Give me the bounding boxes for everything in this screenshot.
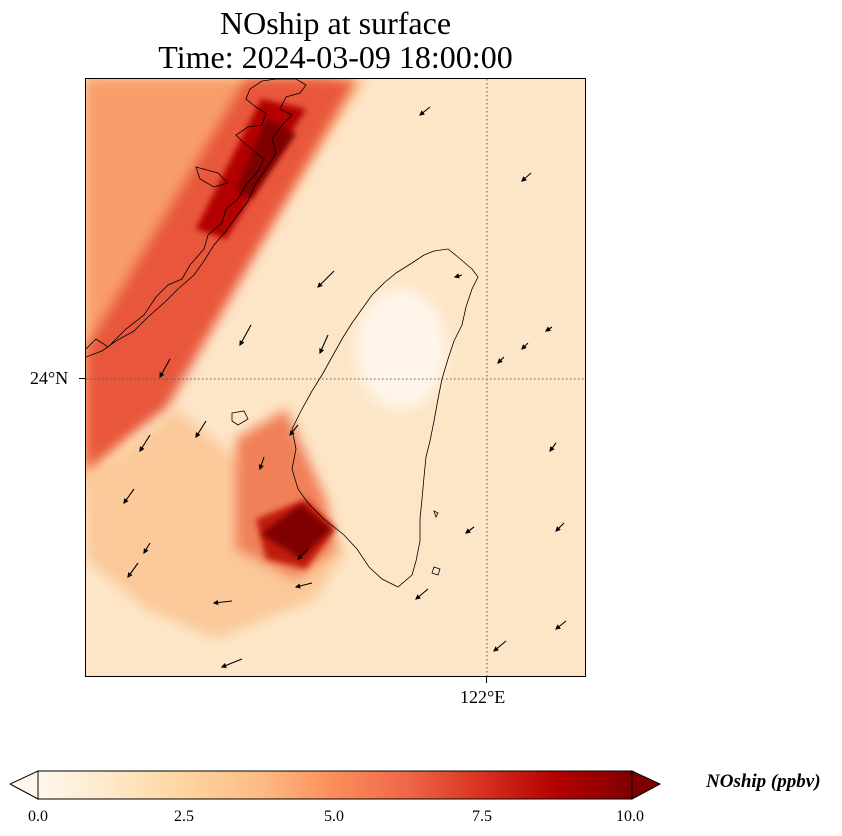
- colorbar-tick-4: 10.0: [616, 808, 644, 825]
- wind-arrow-head: [220, 663, 227, 668]
- map-canvas: [86, 79, 585, 676]
- field-hotspot-core: [261, 504, 331, 559]
- field-taiwan-low: [356, 289, 446, 409]
- wind-arrow-head: [453, 273, 460, 279]
- wind-arrow-head: [549, 446, 555, 453]
- wind-arrow-head: [139, 446, 145, 453]
- field-plume-south: [86, 409, 346, 639]
- wind-arrow-head: [319, 348, 325, 355]
- wind-arrow-head: [258, 464, 264, 471]
- wind-arrow-head: [497, 358, 503, 364]
- lon-tick-mark: [486, 677, 487, 683]
- wind-arrow-head: [464, 528, 471, 534]
- map-panel[interactable]: [85, 78, 586, 677]
- wind-arrow-head: [195, 432, 201, 439]
- wind-arrow-head: [317, 282, 323, 288]
- wind-arrow-head: [555, 526, 561, 532]
- wind-arrow-head: [143, 548, 149, 555]
- field-band-mid: [86, 79, 336, 479]
- colorbar-title: NOship (ppbv): [706, 771, 821, 792]
- wind-arrow-head: [521, 344, 527, 350]
- colorbar: [10, 770, 662, 800]
- wind-arrow-head: [159, 372, 165, 379]
- colorbar-tick-1: 2.5: [174, 808, 194, 825]
- wind-arrow-head: [544, 326, 551, 332]
- wind-arrow-head: [415, 594, 421, 600]
- wind-arrow-head: [127, 572, 133, 579]
- lon-tick-label: 122°E: [460, 687, 506, 707]
- colorbar-tick-0: 0.0: [28, 808, 48, 825]
- mainland-coastline-island-1: [195, 166, 229, 188]
- orchid-island: [433, 510, 439, 519]
- colorbar-extend-high: [631, 770, 662, 800]
- taiwan-coastline: [291, 248, 479, 588]
- wind-arrow-head: [493, 646, 499, 652]
- green-island: [431, 566, 441, 576]
- colorbar-tick-3: 7.5: [472, 808, 492, 825]
- wind-arrow-head: [419, 110, 425, 116]
- field-band-shipping: [86, 79, 356, 469]
- colorbar-extend-low: [10, 770, 39, 800]
- colorbar-gradient: [37, 770, 633, 800]
- colorbar-tick-2: 5.0: [324, 808, 344, 825]
- lat-tick-mark: [79, 378, 85, 379]
- wind-arrow-head: [212, 599, 219, 606]
- penghu-islands: [231, 410, 249, 426]
- chart-title: NOship at surface Time: 2024-03-09 18:00…: [85, 6, 586, 74]
- title-line-2: Time: 2024-03-09 18:00:00: [158, 39, 513, 75]
- title-line-1: NOship at surface: [219, 5, 452, 41]
- wind-arrow-head: [555, 624, 561, 630]
- wind-arrow-head: [521, 176, 527, 182]
- wind-arrow-head: [289, 430, 295, 436]
- wind-arrow-head: [297, 554, 303, 560]
- lat-tick-label: 24°N: [30, 368, 69, 388]
- wind-arrow-head: [123, 498, 129, 505]
- wind-arrow-head: [294, 583, 301, 589]
- wind-vectors: [123, 106, 567, 668]
- wind-arrow-head: [239, 340, 245, 347]
- mainland-coastline: [86, 79, 307, 358]
